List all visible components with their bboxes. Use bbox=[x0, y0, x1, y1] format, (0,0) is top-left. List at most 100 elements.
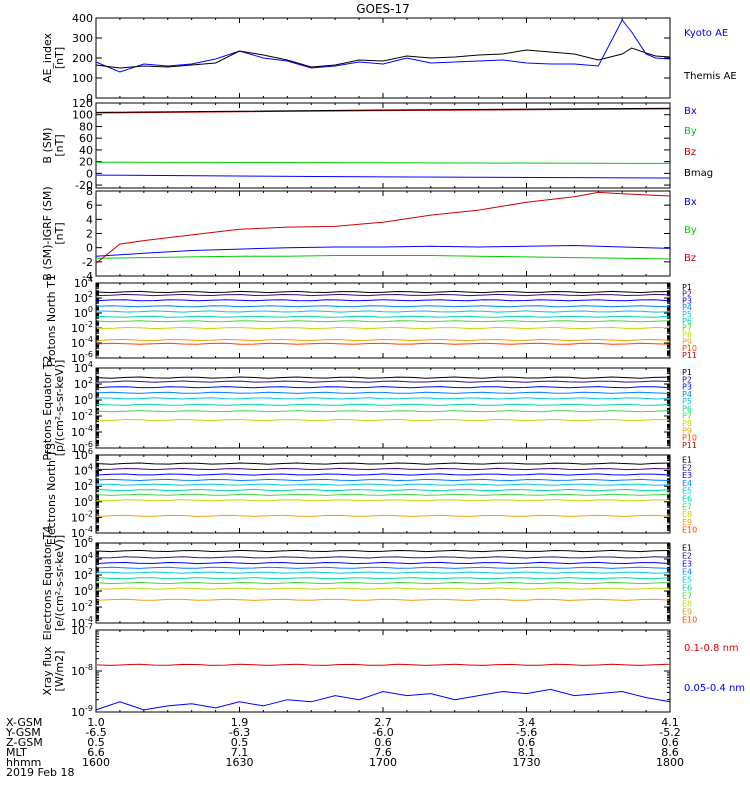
series-line-e8 bbox=[97, 499, 670, 502]
x-row-value: -5.6 bbox=[516, 726, 537, 739]
y-tick-label: 10-8 bbox=[71, 663, 93, 678]
y-tick-label: 10-2 bbox=[71, 599, 93, 614]
series-line-bz bbox=[95, 108, 671, 114]
y-tick-label: 2 bbox=[86, 228, 93, 241]
legend-e8: E8 bbox=[682, 510, 692, 519]
y-tick-label: 300 bbox=[72, 32, 93, 45]
y-tick-label: 10-6 bbox=[71, 350, 93, 365]
series-line-p9 bbox=[96, 338, 670, 342]
legend-bz: Bz bbox=[684, 253, 696, 264]
y-axis-label: Xray flux[W/m2] bbox=[41, 646, 66, 696]
y-tick-label: 102 bbox=[74, 567, 93, 582]
x-row-value: 1630 bbox=[226, 756, 254, 769]
legend-p11: P11 bbox=[682, 351, 697, 360]
y-tick-label: 40 bbox=[79, 144, 93, 157]
y-tick-label: -2 bbox=[82, 256, 93, 269]
y-tick-label: 8 bbox=[86, 185, 93, 198]
panel-frame bbox=[95, 190, 671, 277]
legend-p3: P3 bbox=[682, 296, 692, 305]
legend-p6: P6 bbox=[682, 317, 692, 326]
y-tick-label: 120 bbox=[72, 97, 93, 110]
series-line-bx bbox=[95, 174, 671, 179]
legend-bx: Bx bbox=[684, 106, 697, 117]
series-line-p3 bbox=[96, 299, 670, 302]
series-line-e5 bbox=[96, 571, 670, 574]
y-tick-label: 60 bbox=[79, 132, 93, 145]
x-row-value: -6.3 bbox=[229, 726, 250, 739]
legend-p3: P3 bbox=[682, 383, 692, 392]
legend-e9: E9 bbox=[682, 608, 692, 617]
legend-p9: P9 bbox=[682, 337, 692, 346]
x-row-value: 0.5 bbox=[231, 736, 249, 749]
legend-0-05-0-4-nm: 0.05-0.4 nm bbox=[684, 683, 745, 694]
legend-e5: E5 bbox=[682, 576, 692, 585]
panel-frame bbox=[95, 17, 671, 99]
y-tick-label: 104 bbox=[74, 360, 93, 375]
legend-p2: P2 bbox=[682, 290, 692, 299]
series-line-e2 bbox=[96, 556, 670, 559]
y-tick-label: 0 bbox=[86, 92, 93, 105]
y-tick-label: 100 bbox=[72, 109, 93, 122]
legend-p11: P11 bbox=[682, 441, 697, 450]
series-line-by bbox=[95, 255, 671, 260]
x-row-value: 0.5 bbox=[87, 736, 105, 749]
y-tick-label: 20 bbox=[79, 156, 93, 169]
legend-e7: E7 bbox=[682, 592, 692, 601]
legend-p10: P10 bbox=[682, 344, 697, 353]
legend-e9: E9 bbox=[682, 518, 692, 527]
legend-by: By bbox=[684, 225, 697, 236]
x-axis-date: 2019 Feb 18 bbox=[6, 766, 74, 779]
series-line-p10 bbox=[96, 342, 670, 345]
legend-p6: P6 bbox=[682, 404, 692, 413]
x-row-value: 1600 bbox=[82, 756, 110, 769]
series-line-p1 bbox=[96, 376, 670, 379]
x-row-value: 6.6 bbox=[87, 746, 105, 759]
y-tick-label: 10-4 bbox=[71, 525, 93, 540]
x-row-value: -5.2 bbox=[659, 726, 680, 739]
legend-p7: P7 bbox=[682, 324, 692, 333]
series-line-p5 bbox=[96, 310, 670, 313]
legend-p5: P5 bbox=[682, 397, 692, 406]
series-line-e9 bbox=[96, 514, 670, 517]
x-row-value: -6.0 bbox=[372, 726, 393, 739]
y-tick-label: 6 bbox=[86, 199, 93, 212]
y-axis-label: Electrons Equator T4[e/(cm²-s-sr-keV)] bbox=[41, 526, 66, 641]
y-tick-label: -4 bbox=[82, 270, 93, 283]
series-line-e2 bbox=[96, 467, 670, 471]
series-line-by bbox=[95, 161, 671, 164]
legend-e8: E8 bbox=[682, 600, 692, 609]
series-line-e6 bbox=[96, 488, 670, 492]
panel-frame bbox=[95, 629, 671, 713]
x-row-label-y-gsm: Y-GSM bbox=[5, 726, 41, 739]
legend-p2: P2 bbox=[682, 375, 692, 384]
y-tick-label: 100 bbox=[74, 494, 93, 509]
y-tick-label: 10-6 bbox=[71, 440, 93, 455]
y-tick-label: 104 bbox=[74, 275, 93, 290]
x-row-value: 1730 bbox=[513, 756, 541, 769]
x-row-value: 1.9 bbox=[231, 716, 249, 729]
y-tick-label: 102 bbox=[74, 290, 93, 305]
series-line-p2 bbox=[96, 293, 670, 297]
series-line-e4 bbox=[96, 566, 670, 569]
series-line-bmag bbox=[95, 107, 671, 113]
x-row-value: 1.0 bbox=[87, 716, 105, 729]
chart-title: GOES-17 bbox=[356, 2, 410, 16]
legend-e10: E10 bbox=[682, 616, 697, 625]
series-line-p4 bbox=[96, 305, 670, 308]
legend-e3: E3 bbox=[682, 471, 692, 480]
panel-bigrf: -4-202 468 B (SM)-IGRF (SM)[nT] Bx By Bz bbox=[41, 185, 697, 283]
y-tick-label: 10-4 bbox=[71, 335, 93, 350]
x-row-value: 2.7 bbox=[374, 716, 392, 729]
panel-frame bbox=[95, 454, 671, 534]
y-tick-label: 10-4 bbox=[71, 615, 93, 630]
legend-p4: P4 bbox=[682, 303, 692, 312]
y-axis-label: AE_index[nT] bbox=[41, 32, 66, 83]
legend-by: By bbox=[684, 126, 697, 137]
legend-e6: E6 bbox=[682, 584, 692, 593]
x-row-label-x-gsm: X-GSM bbox=[6, 716, 42, 729]
y-tick-label: 10-9 bbox=[71, 704, 93, 719]
y-axis-label: B (SM)-IGRF (SM)[nT] bbox=[41, 186, 66, 280]
